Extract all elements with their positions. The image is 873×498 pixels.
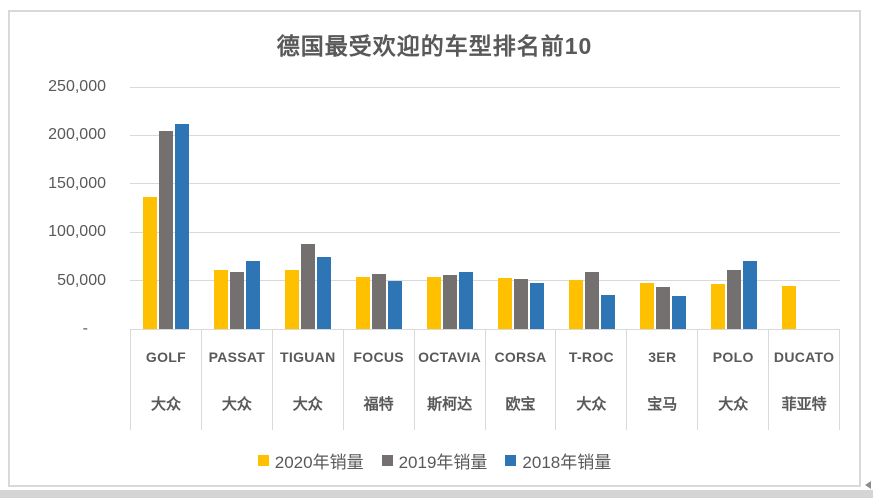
bar-2018年销量-octavia[interactable] — [458, 271, 473, 329]
bar-2019年销量-octavia[interactable] — [442, 275, 457, 329]
brand-label-福特: 福特 — [363, 396, 394, 413]
category-label-ducato: DUCATO — [773, 349, 835, 365]
brand-label-大众: 大众 — [576, 396, 607, 413]
legend: 2020年销量 2019年销量 2018年销量 — [10, 448, 859, 473]
legend-label: 2020年销量 — [274, 452, 364, 472]
bar-group-focus — [343, 87, 414, 329]
y-tick-label: 200,000 — [48, 126, 106, 144]
gridline — [130, 134, 840, 136]
bar-2018年销量-focus[interactable] — [387, 280, 402, 329]
brand-label-大众: 大众 — [150, 396, 181, 413]
bar-group-3er — [627, 87, 698, 329]
y-tick-label: - — [82, 320, 88, 337]
bar-2018年销量-tiguan[interactable] — [316, 256, 331, 329]
category-label-tiguan: TIGUAN — [280, 349, 336, 365]
bar-group-tiguan — [272, 87, 343, 329]
bar-group-golf — [130, 87, 201, 329]
bar-2020年销量-focus[interactable] — [355, 277, 370, 329]
bar-2018年销量-corsa[interactable] — [529, 283, 544, 329]
bar-groups — [130, 87, 840, 329]
x-category-cell: POLO 大众 — [698, 329, 770, 430]
category-label-polo: POLO — [712, 349, 754, 365]
category-label-t-roc: T-ROC — [568, 349, 614, 365]
category-label-golf: GOLF — [145, 349, 186, 365]
bar-2018年销量-3er[interactable] — [671, 296, 686, 329]
x-category-cell: DUCATO 菲亚特 — [769, 329, 841, 430]
bar-2020年销量-passat[interactable] — [213, 269, 228, 329]
bar-2019年销量-polo[interactable] — [726, 269, 741, 329]
y-tick-label: 250,000 — [48, 78, 106, 95]
bar-group-passat — [201, 87, 272, 329]
bar-2020年销量-corsa[interactable] — [497, 277, 512, 329]
legend-item-2018年销量[interactable]: 2018年销量 — [505, 448, 611, 473]
legend-item-2019年销量[interactable]: 2019年销量 — [381, 448, 488, 473]
legend-swatch-icon — [505, 454, 517, 466]
bar-2019年销量-t-roc[interactable] — [584, 271, 599, 329]
bar-2018年销量-golf[interactable] — [174, 123, 189, 329]
legend-item-2020年销量[interactable]: 2020年销量 — [257, 448, 364, 473]
legend-label: 2018年销量 — [522, 452, 612, 472]
bar-2020年销量-3er[interactable] — [639, 283, 654, 329]
gridline — [130, 280, 840, 282]
bar-2020年销量-t-roc[interactable] — [568, 280, 583, 329]
bar-2019年销量-focus[interactable] — [371, 273, 386, 329]
brand-label-宝马: 宝马 — [647, 396, 678, 413]
bar-group-corsa — [485, 87, 556, 329]
bar-2019年销量-corsa[interactable] — [513, 278, 528, 329]
gridline — [130, 183, 840, 185]
bar-2020年销量-tiguan[interactable] — [284, 270, 299, 329]
bar-2018年销量-passat[interactable] — [245, 260, 260, 329]
category-label-corsa: CORSA — [494, 349, 547, 365]
bar-group-polo — [698, 87, 769, 329]
gridline — [130, 231, 840, 233]
brand-label-斯柯达: 斯柯达 — [427, 396, 473, 413]
y-axis: - 50,000 100,000 150,000 200,000 250,000 — [10, 78, 120, 337]
x-category-cell: 3ER 宝马 — [627, 329, 699, 430]
category-label-focus: FOCUS — [353, 349, 404, 365]
category-label-passat: PASSAT — [208, 349, 266, 365]
plot-area — [130, 86, 840, 330]
x-category-cell: PASSAT 大众 — [202, 329, 273, 430]
category-label-octavia: OCTAVIA — [418, 349, 482, 365]
bar-2019年销量-tiguan[interactable] — [300, 243, 315, 329]
chart-object[interactable]: 德国最受欢迎的车型排名前10 - 50,000 100,000 150,000 200,… — [8, 10, 861, 487]
x-category-cell: CORSA 欧宝 — [486, 329, 557, 430]
scroll-left-arrow-icon[interactable] — [865, 481, 871, 489]
legend-swatch-icon — [381, 454, 393, 466]
bar-group-t-roc — [556, 87, 627, 329]
brand-label-大众: 大众 — [292, 396, 323, 413]
y-tick-label: 100,000 — [48, 223, 106, 241]
bar-2019年销量-3er[interactable] — [655, 286, 670, 329]
bar-group-ducato — [769, 87, 840, 329]
category-label-3er: 3ER — [648, 349, 677, 365]
y-tick-label: 150,000 — [48, 174, 106, 192]
brand-label-欧宝: 欧宝 — [505, 396, 536, 413]
worksheet-edge — [0, 490, 873, 498]
bar-2019年销量-passat[interactable] — [229, 271, 244, 329]
x-category-cell: GOLF 大众 — [131, 329, 202, 430]
brand-label-大众: 大众 — [718, 396, 749, 413]
legend-label: 2019年销量 — [398, 452, 488, 472]
brand-label-大众: 大众 — [221, 396, 252, 413]
legend-swatch-icon — [257, 454, 269, 466]
bar-2018年销量-t-roc[interactable] — [600, 295, 615, 329]
x-category-cell: TIGUAN 大众 — [273, 329, 344, 430]
bar-2020年销量-ducato[interactable] — [781, 285, 796, 329]
y-tick-label: 50,000 — [57, 271, 106, 289]
bar-2019年销量-golf[interactable] — [158, 130, 173, 329]
brand-label-菲亚特: 菲亚特 — [781, 396, 827, 413]
x-category-cell: FOCUS 福特 — [344, 329, 415, 430]
chart-title: 德国最受欢迎的车型排名前10 — [276, 33, 593, 59]
bar-2020年销量-octavia[interactable] — [426, 276, 441, 329]
x-category-cell: T-ROC 大众 — [556, 329, 628, 430]
gridline — [130, 86, 840, 88]
bar-group-octavia — [414, 87, 485, 329]
bar-2020年销量-polo[interactable] — [710, 283, 725, 329]
x-axis: GOLF 大众 PASSAT 大众 TIGUAN 大众 FOCUS 福特 OCTAVIA 斯柯达 C… — [130, 329, 841, 430]
x-category-cell: OCTAVIA 斯柯达 — [415, 329, 486, 430]
bar-2018年销量-polo[interactable] — [742, 261, 757, 329]
bar-2020年销量-golf[interactable] — [142, 197, 157, 329]
